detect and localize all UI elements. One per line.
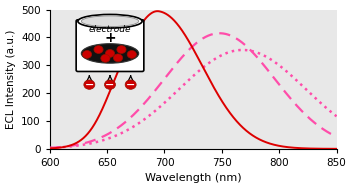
X-axis label: Wavelength (nm): Wavelength (nm) (145, 174, 241, 184)
Y-axis label: ECL Intensity (a.u.): ECL Intensity (a.u.) (6, 29, 15, 129)
